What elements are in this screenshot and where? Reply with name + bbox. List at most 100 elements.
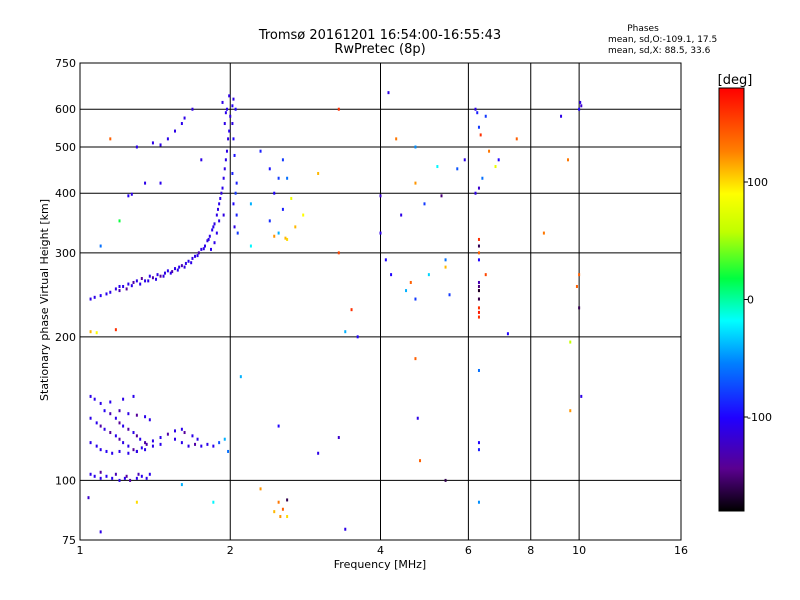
data-point — [463, 158, 466, 162]
data-point — [277, 500, 280, 504]
data-point — [173, 429, 176, 433]
data-point — [494, 165, 497, 169]
data-point — [569, 409, 572, 413]
data-point — [444, 258, 447, 262]
data-point — [337, 251, 340, 255]
data-point — [206, 442, 209, 446]
data-point — [414, 145, 417, 149]
data-point — [99, 424, 102, 428]
data-point — [200, 444, 203, 448]
data-point — [273, 234, 276, 238]
data-point — [344, 330, 347, 334]
data-point — [212, 444, 215, 448]
data-point — [114, 472, 117, 476]
data-point — [220, 191, 223, 195]
data-point — [191, 107, 194, 111]
data-point — [144, 441, 147, 445]
data-point — [232, 137, 235, 141]
data-point — [477, 284, 480, 288]
data-point — [233, 225, 236, 229]
data-point — [105, 292, 108, 296]
data-point — [176, 268, 179, 272]
data-point — [281, 507, 284, 511]
data-point — [477, 280, 480, 284]
data-point — [89, 472, 92, 476]
colorbar-tick-label: 0 — [747, 294, 754, 307]
data-point — [109, 431, 112, 435]
data-point — [95, 421, 98, 425]
data-point — [477, 258, 480, 262]
data-point — [215, 231, 218, 235]
data-point — [578, 306, 581, 310]
data-point — [93, 474, 96, 478]
data-point — [114, 416, 117, 420]
data-point — [114, 434, 117, 438]
data-point — [183, 116, 186, 120]
data-point — [114, 287, 117, 291]
data-point — [477, 500, 480, 504]
data-point — [135, 500, 138, 504]
data-point — [184, 261, 187, 265]
data-point — [208, 234, 211, 238]
y-tick-label: 200 — [55, 331, 76, 344]
data-point — [221, 186, 224, 190]
data-point — [273, 191, 276, 195]
data-point — [166, 432, 169, 436]
data-point — [132, 431, 135, 435]
data-point — [290, 196, 293, 200]
data-point — [148, 274, 151, 278]
data-point — [227, 449, 230, 453]
data-point — [169, 271, 172, 275]
data-point — [337, 436, 340, 440]
data-point — [219, 196, 222, 200]
data-point — [187, 259, 190, 263]
data-point — [273, 510, 276, 514]
data-point — [223, 437, 226, 441]
chart-title: Tromsø 20161201 16:54:00-16:55:43 — [258, 28, 501, 43]
data-point — [89, 441, 92, 445]
data-point — [87, 496, 90, 500]
data-point — [497, 158, 500, 162]
data-point — [159, 274, 162, 278]
data-point — [127, 412, 130, 416]
data-point — [222, 213, 225, 217]
data-point — [268, 219, 271, 223]
data-point — [118, 437, 121, 441]
data-point — [277, 424, 280, 428]
data-point — [109, 290, 112, 294]
data-point — [356, 335, 359, 339]
data-point — [400, 213, 403, 217]
data-point — [191, 256, 194, 260]
data-point — [477, 297, 480, 301]
data-point — [542, 231, 545, 235]
data-point — [156, 273, 159, 277]
data-point — [105, 474, 108, 478]
data-point — [139, 437, 142, 441]
data-point — [178, 265, 181, 269]
data-point — [105, 449, 108, 453]
data-point — [144, 448, 147, 452]
data-point — [89, 394, 92, 398]
x-tick-label: 16 — [674, 544, 688, 557]
data-point — [477, 289, 480, 293]
data-point — [224, 158, 227, 162]
data-point — [155, 277, 158, 281]
data-point — [173, 129, 176, 133]
data-point — [213, 241, 216, 245]
data-point — [122, 397, 125, 401]
data-point — [231, 171, 234, 175]
plot-frame — [79, 62, 682, 541]
stats-o-mode: mean, sd,O:-109.1, 17.5 — [608, 35, 717, 45]
data-point — [448, 293, 451, 297]
data-point — [111, 451, 114, 455]
data-point — [284, 236, 287, 240]
data-point — [118, 449, 121, 453]
data-point — [109, 137, 112, 141]
y-tick-label: 500 — [55, 141, 76, 154]
data-point — [159, 442, 162, 446]
data-point — [114, 328, 117, 332]
x-tick-label: 4 — [377, 544, 384, 557]
data-point — [132, 280, 135, 284]
data-point — [151, 141, 154, 145]
data-point — [232, 97, 235, 101]
